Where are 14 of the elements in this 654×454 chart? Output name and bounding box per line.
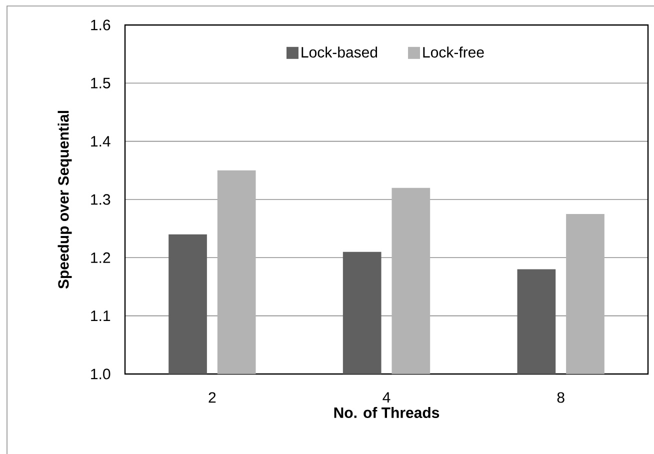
legend-label: Lock-free — [423, 46, 484, 58]
x-tick-label: 8 — [557, 392, 564, 403]
y-tick-label: 1.6 — [91, 20, 110, 30]
y-tick-label: 1.5 — [91, 78, 110, 88]
x-axis-title: No. of Threads — [334, 406, 440, 418]
legend-label: Lock-based — [302, 46, 378, 58]
y-tick-label: 1.3 — [91, 194, 110, 205]
y-tick-label: 1.1 — [91, 310, 110, 321]
y-tick-label: 1.2 — [91, 252, 110, 263]
y-tick-label: 1.4 — [91, 136, 110, 146]
x-tick-label: 4 — [382, 392, 390, 403]
y-axis-title: Speedup over Sequential — [58, 110, 72, 289]
y-tick-label: 1.0 — [91, 368, 110, 380]
x-tick-label: 2 — [208, 392, 216, 403]
